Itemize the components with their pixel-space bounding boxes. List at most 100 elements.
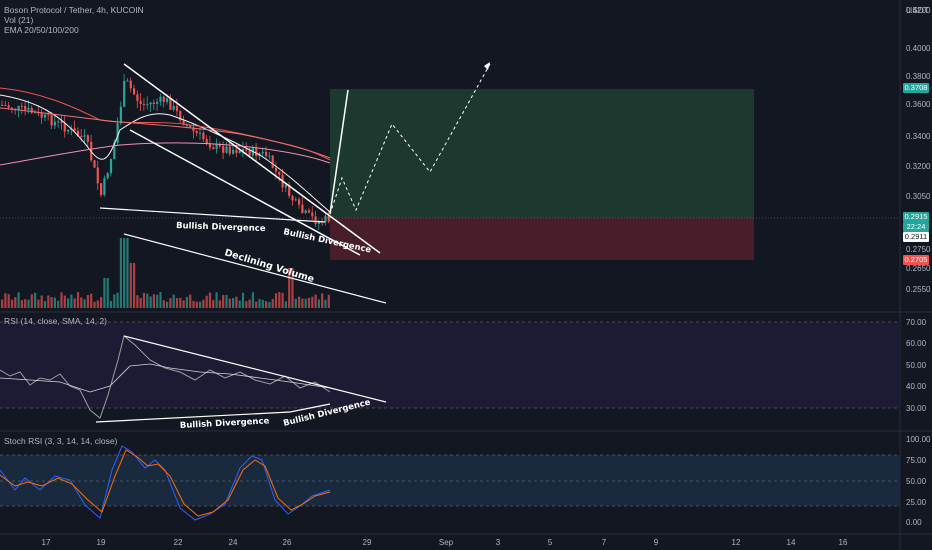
time-tick-label: 16 [839,538,848,547]
rsi-support-line[interactable] [95,411,291,423]
volume-bar [258,298,261,308]
candle-body [159,96,162,102]
candle-body [149,102,152,105]
time-tick-label: 14 [787,538,796,547]
rsi-divergence-line-2[interactable] [289,403,331,413]
candle-body [215,144,218,150]
candle-body [314,216,317,224]
candle-body [109,159,113,174]
candle-body [63,122,66,132]
candle-body [241,149,245,151]
volume-bar [113,294,116,308]
candle-body [301,204,304,214]
stoch-legend[interactable]: Stoch RSI (3, 3, 14, 14, close) [4,436,118,446]
time-axis: 17 19 22 24 26 29 Sep 3 5 7 9 12 14 16 [42,538,848,547]
candle-body [271,155,274,168]
candle-body [166,98,169,103]
volume-bar [14,297,17,308]
volume-bar [136,295,139,308]
volume-bar [281,292,284,308]
volume-bar [37,299,40,308]
rsi-line [0,335,331,419]
candle-body [156,101,159,104]
candle-body [232,149,235,154]
volume-bar [192,300,195,308]
price-tick-label: 0.3800 [906,72,931,81]
volume-bar [261,299,264,308]
volume-bar [268,301,271,308]
candle-body [238,150,241,153]
volume-bar [57,300,60,308]
rsi-legend[interactable]: RSI (14, close, SMA, 14, 2) [4,316,107,326]
volume-bar [126,238,129,308]
volume-bar [182,300,185,308]
rsi-downtrend-line[interactable] [123,335,387,403]
volume-bar [189,294,192,308]
volume-bar [149,296,152,308]
candle-body [119,106,122,124]
long-position-profit-zone[interactable] [330,89,754,218]
candle-body [195,131,198,134]
stoch-band [0,455,900,506]
candle-body [291,195,294,201]
volume-bar [34,292,37,308]
volume-bar [321,293,324,308]
time-tick-label: 3 [496,538,501,547]
price-tick-label: 0.3600 [906,100,931,109]
volume-bar [245,301,248,308]
volume-bar [93,301,96,308]
volume-bar [119,238,122,308]
volume-bar [288,268,291,308]
volume-bar [10,299,14,308]
rsi-sma-line [0,363,331,393]
candle-body [53,121,56,126]
declining-volume-line[interactable] [123,233,387,304]
bullish-divergence-label-1: Bullish Divergence [176,221,266,234]
candle-body [298,199,301,205]
candle-body [47,114,50,116]
candle-body [152,102,155,104]
candle-body [17,105,20,111]
candle-body [307,210,311,213]
candle-body [67,129,70,132]
candle-body [182,120,185,125]
volume-bar [248,299,251,308]
divergence-support-line[interactable] [99,207,326,223]
projected-path[interactable] [329,63,491,215]
long-position-loss-zone[interactable] [330,218,754,260]
candle-body [169,98,172,110]
candle-body [327,215,330,222]
time-tick-label: 22 [174,538,183,547]
candle-body [172,105,175,110]
candle-body [278,171,281,175]
candle-body [136,94,139,101]
wedge-upper-line[interactable] [123,63,381,254]
candle-body [103,178,106,195]
volume-bar [4,293,7,308]
volume-bar [208,292,212,308]
rsi-axis: 70.00 60.00 50.00 40.00 30.00 [906,318,927,413]
volume-bar [63,295,66,308]
stoch-axis: 100.00 75.00 50.00 25.00 0.00 [906,435,931,527]
candlesticks [1,73,330,231]
time-tick-label: 17 [42,538,51,547]
volume-bar [109,300,113,308]
candle-body [245,149,248,151]
breakout-line[interactable] [329,89,349,215]
wedge-lower-line[interactable] [129,129,361,256]
candle-body [133,88,136,95]
volume-bar [228,298,231,308]
volume-bar [238,300,241,308]
candle-body [4,105,7,107]
price-axis: 0.4200 0.4000 0.3800 0.3600 0.3400 0.3200 0.30… [906,6,931,294]
volume-bar [53,297,56,308]
volume-bar [311,296,314,308]
volume-bar [123,238,126,308]
symbol-legend[interactable]: Boson Protocol / Tether, 4h, KUCOIN Vol … [4,5,144,35]
price-tick-label: 0.2750 [906,245,931,254]
time-tick-label: 12 [732,538,741,547]
candle-body [255,147,258,157]
candle-body [284,184,287,188]
volume-bar [195,301,198,308]
